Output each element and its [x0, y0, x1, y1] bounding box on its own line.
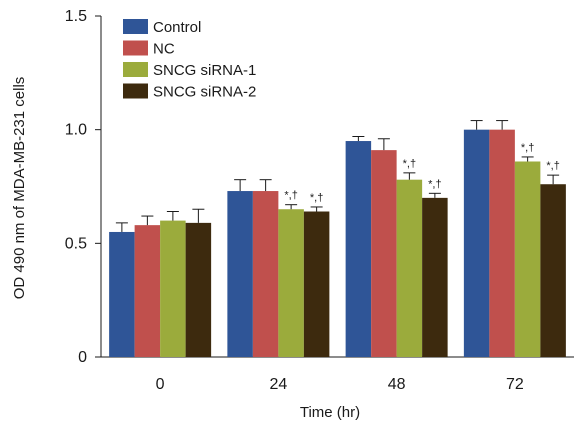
x-tick-label: 24	[269, 376, 287, 393]
y-axis-title: OD 490 nm of MDA-MB-231 cells	[11, 77, 28, 300]
bar	[463, 129, 490, 357]
bar	[227, 191, 253, 357]
bar	[371, 150, 397, 357]
bar	[252, 191, 279, 357]
legend-label: NC	[153, 41, 175, 58]
legend-swatch	[123, 40, 148, 56]
x-axis-title: Time (hr)	[300, 404, 360, 421]
legend-swatch	[123, 19, 148, 34]
bar	[345, 141, 372, 357]
bar	[489, 129, 515, 357]
bar	[278, 209, 304, 357]
bar	[160, 220, 186, 357]
bars-group: *,† *,† *,† *,† *,† *,†	[109, 120, 566, 357]
y-tick-label: 0	[78, 349, 87, 366]
significance-label: *,†	[521, 142, 534, 154]
y-tick-label: 1.0	[65, 122, 87, 139]
significance-label: *,†	[310, 192, 323, 204]
significance-label: *,†	[428, 178, 441, 190]
legend-label: SNCG siRNA-1	[153, 62, 256, 79]
bar	[540, 184, 566, 357]
y-tick-label: 0.5	[65, 235, 87, 252]
significance-label: *,†	[403, 158, 416, 170]
x-tick-label: 72	[506, 376, 524, 393]
bar	[396, 179, 423, 357]
y-tick-label: 1.5	[65, 8, 87, 25]
x-tick-label: 48	[388, 376, 406, 393]
legend-label: Control	[153, 19, 201, 36]
bar	[514, 161, 541, 357]
legend: Control NC SNCG siRNA-1 SNCG siRNA-2	[123, 19, 256, 101]
x-axis: 0 24 48 72	[101, 356, 574, 393]
legend-swatch	[123, 83, 148, 99]
bar	[303, 211, 330, 357]
legend-swatch	[123, 62, 148, 77]
x-tick-label: 0	[156, 376, 165, 393]
significance-label: *,†	[546, 160, 559, 172]
bar	[134, 225, 161, 357]
significance-label: *,†	[284, 190, 297, 202]
bar	[109, 231, 135, 357]
legend-label: SNCG siRNA-2	[153, 84, 256, 101]
bar	[422, 197, 448, 357]
y-axis: 0 0.5 1.0 1.5	[65, 8, 102, 366]
bar	[185, 222, 212, 357]
